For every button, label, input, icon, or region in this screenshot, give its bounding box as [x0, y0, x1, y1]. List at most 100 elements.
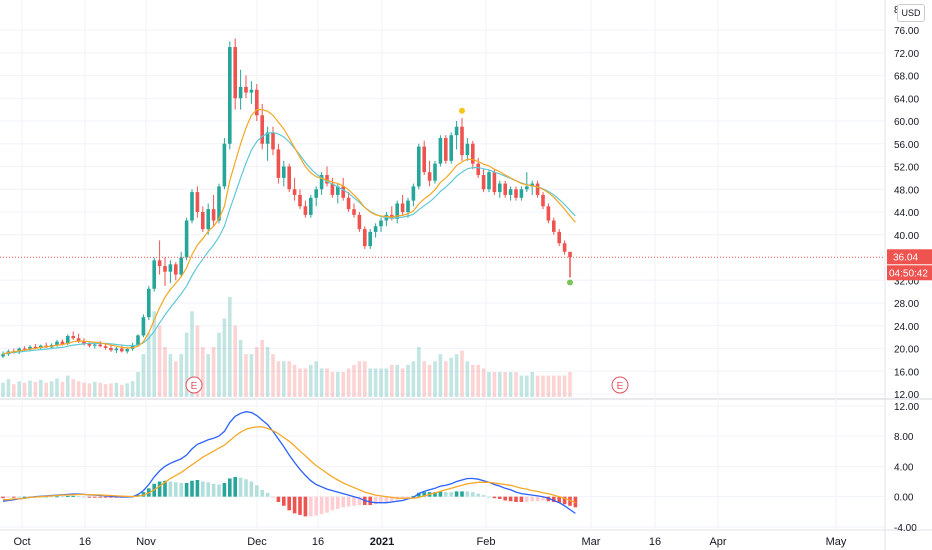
candle-body [244, 86, 248, 93]
macd-histogram-bar [141, 492, 146, 497]
macd-histogram-bar [541, 496, 545, 501]
macd-histogram-bar [60, 496, 65, 498]
candle-body [346, 197, 351, 210]
price-tick-label: 64.00 [894, 94, 919, 105]
candle [114, 346, 119, 354]
volume-bar [427, 364, 432, 397]
candle [562, 240, 567, 255]
macd-histogram-bar [233, 476, 237, 497]
volume-bar [503, 372, 507, 397]
macd-histogram-bar [357, 496, 362, 506]
macd-histogram-bar [465, 491, 470, 497]
candle [514, 186, 518, 201]
currency-button[interactable]: USD [897, 4, 925, 22]
candle [471, 140, 475, 170]
macd-histogram-bar [573, 496, 578, 508]
candle-body [330, 183, 335, 195]
macd-histogram-bar [341, 496, 345, 508]
candle-body [184, 220, 189, 258]
volume-bar [379, 368, 383, 397]
candle-body [179, 257, 183, 275]
candle-body [298, 194, 302, 207]
candle-body [325, 175, 329, 184]
macd-histogram-bar [179, 483, 183, 497]
price-tick-label: 44.00 [894, 208, 919, 219]
volume-bar [417, 347, 421, 397]
volume-bar [449, 357, 453, 397]
volume-bar [492, 372, 497, 397]
candle-body [557, 231, 561, 244]
candle-body [514, 189, 518, 198]
volume-bar [201, 347, 205, 397]
macd-histogram-bar [508, 496, 513, 502]
volume-bar [562, 375, 567, 397]
volume-bar [22, 382, 27, 397]
candle-body [562, 243, 567, 252]
macd-histogram-bar [525, 496, 529, 502]
volume-bar [481, 368, 486, 397]
macd-histogram-bar [498, 496, 502, 499]
volume-bar [557, 375, 561, 397]
volume-bar [141, 354, 146, 397]
macd-histogram-bar [93, 496, 97, 498]
time-axis[interactable]: Oct 16 Nov Dec 16 2021 Feb Mar 16 Apr May [13, 536, 846, 548]
candle-body [487, 172, 491, 190]
candle [373, 223, 378, 238]
candle [249, 81, 254, 104]
candle-body [276, 149, 281, 178]
volume-bar [260, 339, 264, 397]
volume-bar [363, 361, 367, 397]
candle-body [222, 143, 227, 187]
candle-body [525, 186, 529, 190]
candle-body [427, 172, 432, 181]
candle [184, 217, 189, 261]
volume-bar [190, 311, 194, 397]
macd-histogram-bar [433, 492, 437, 497]
candle [309, 194, 313, 218]
volume-bar [411, 361, 416, 397]
volume-bar [330, 372, 335, 397]
candle [282, 160, 286, 187]
macd-histogram-bar [546, 496, 551, 502]
candle-body [114, 348, 119, 351]
macd-histogram-bar [384, 496, 389, 503]
price-axis[interactable]: 876.0072.0068.0064.0060.0056.0052.0048.0… [887, 5, 932, 534]
price-tick-label: 28.00 [894, 299, 919, 310]
macd-histogram-bar [552, 496, 556, 502]
candle-body [465, 143, 470, 156]
volume-bar [12, 384, 16, 397]
macd-histogram-bar [514, 496, 518, 502]
candle-body [174, 264, 178, 275]
macd-histogram-bar [49, 496, 54, 498]
candle-body [28, 346, 32, 350]
volume-bar [352, 364, 356, 397]
macd-histogram-bar [417, 492, 421, 497]
macd-histogram-bar [422, 492, 426, 497]
candle [557, 229, 561, 247]
candle-body [481, 175, 486, 190]
macd-histogram-bar [184, 483, 189, 497]
candle [287, 163, 291, 193]
volume-bar [552, 375, 556, 397]
candle-body [498, 183, 502, 193]
volume-bar [525, 375, 529, 397]
macd-histogram-bar [444, 492, 448, 497]
candle-body [519, 189, 524, 198]
macd-histogram-bar [454, 491, 459, 497]
time-tick-label: Feb [477, 536, 496, 548]
macd-histogram-bar [481, 495, 486, 497]
volume-bar [422, 361, 426, 397]
volume-bar [6, 379, 11, 397]
volume-bar [98, 382, 102, 397]
macd-histogram-bar [265, 492, 270, 497]
candle-body [103, 346, 108, 348]
volume-bar [400, 368, 405, 397]
macd-histogram-bar [271, 496, 275, 498]
volume-bar [184, 332, 189, 397]
macd-histogram-bar [222, 483, 227, 497]
macd-histogram-bar [255, 485, 259, 497]
candle-body [303, 206, 308, 215]
candle-body [568, 251, 572, 258]
